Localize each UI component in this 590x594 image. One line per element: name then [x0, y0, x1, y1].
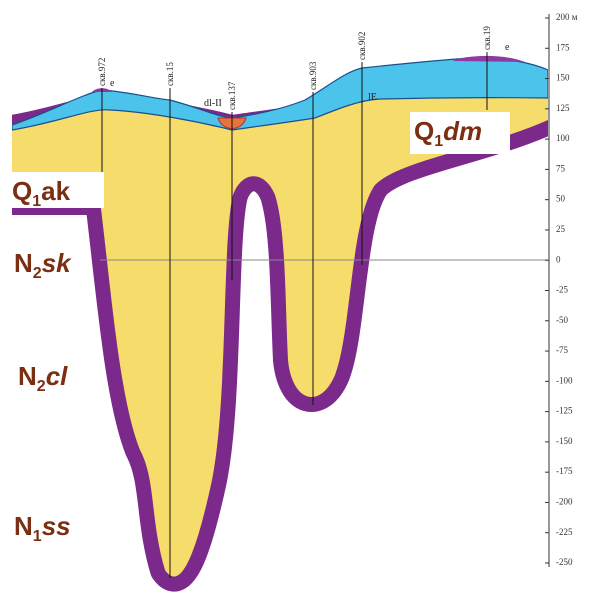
borehole-label: скв.903 — [308, 61, 318, 90]
scale-tick-label: -200 — [556, 497, 573, 507]
lens — [452, 56, 525, 62]
borehole-label: скв.15 — [165, 62, 175, 86]
formation-label: N1ss — [14, 511, 71, 545]
scale-tick-label: 0 — [556, 254, 561, 264]
annotation: e — [505, 42, 510, 53]
scale-tick-label: 100 — [556, 133, 570, 143]
scale-tick-label: 150 — [556, 73, 570, 83]
cross-section: скв.972 скв.15 скв.137 скв.903 скв.902 с… — [0, 0, 590, 594]
borehole-label: скв.972 — [97, 58, 107, 86]
scale-tick-label: 200 м — [556, 12, 578, 22]
scale-tick-label: -150 — [556, 436, 573, 446]
formation-label: N2cl — [18, 361, 68, 395]
scale-tick-label: 75 — [556, 163, 566, 173]
borehole-label: скв.137 — [227, 81, 237, 110]
scale-tick-label: 175 — [556, 42, 570, 52]
formation-label: Q1ak — [12, 176, 71, 210]
borehole-label: скв.19 — [482, 26, 492, 50]
annotation: e — [110, 78, 115, 89]
scale-tick-label: -250 — [556, 557, 573, 567]
scale-tick-label: -50 — [556, 315, 568, 325]
scale-tick-label: 50 — [556, 194, 566, 204]
scale-tick-label: -225 — [556, 527, 573, 537]
scale-tick-label: -25 — [556, 285, 568, 295]
annotation: lE — [368, 92, 377, 103]
borehole-label: скв.902 — [357, 32, 367, 60]
scale-tick-label: 25 — [556, 224, 566, 234]
scale-tick-label: 125 — [556, 103, 570, 113]
scale-tick-label: -125 — [556, 406, 573, 416]
formation-label: N2sk — [14, 248, 72, 282]
scale-tick-label: -75 — [556, 345, 568, 355]
annotation: dl-II — [204, 98, 222, 109]
scale-tick-label: -175 — [556, 466, 573, 476]
formation-label: Q1dm — [414, 116, 482, 150]
scale-tick-label: -100 — [556, 375, 573, 385]
